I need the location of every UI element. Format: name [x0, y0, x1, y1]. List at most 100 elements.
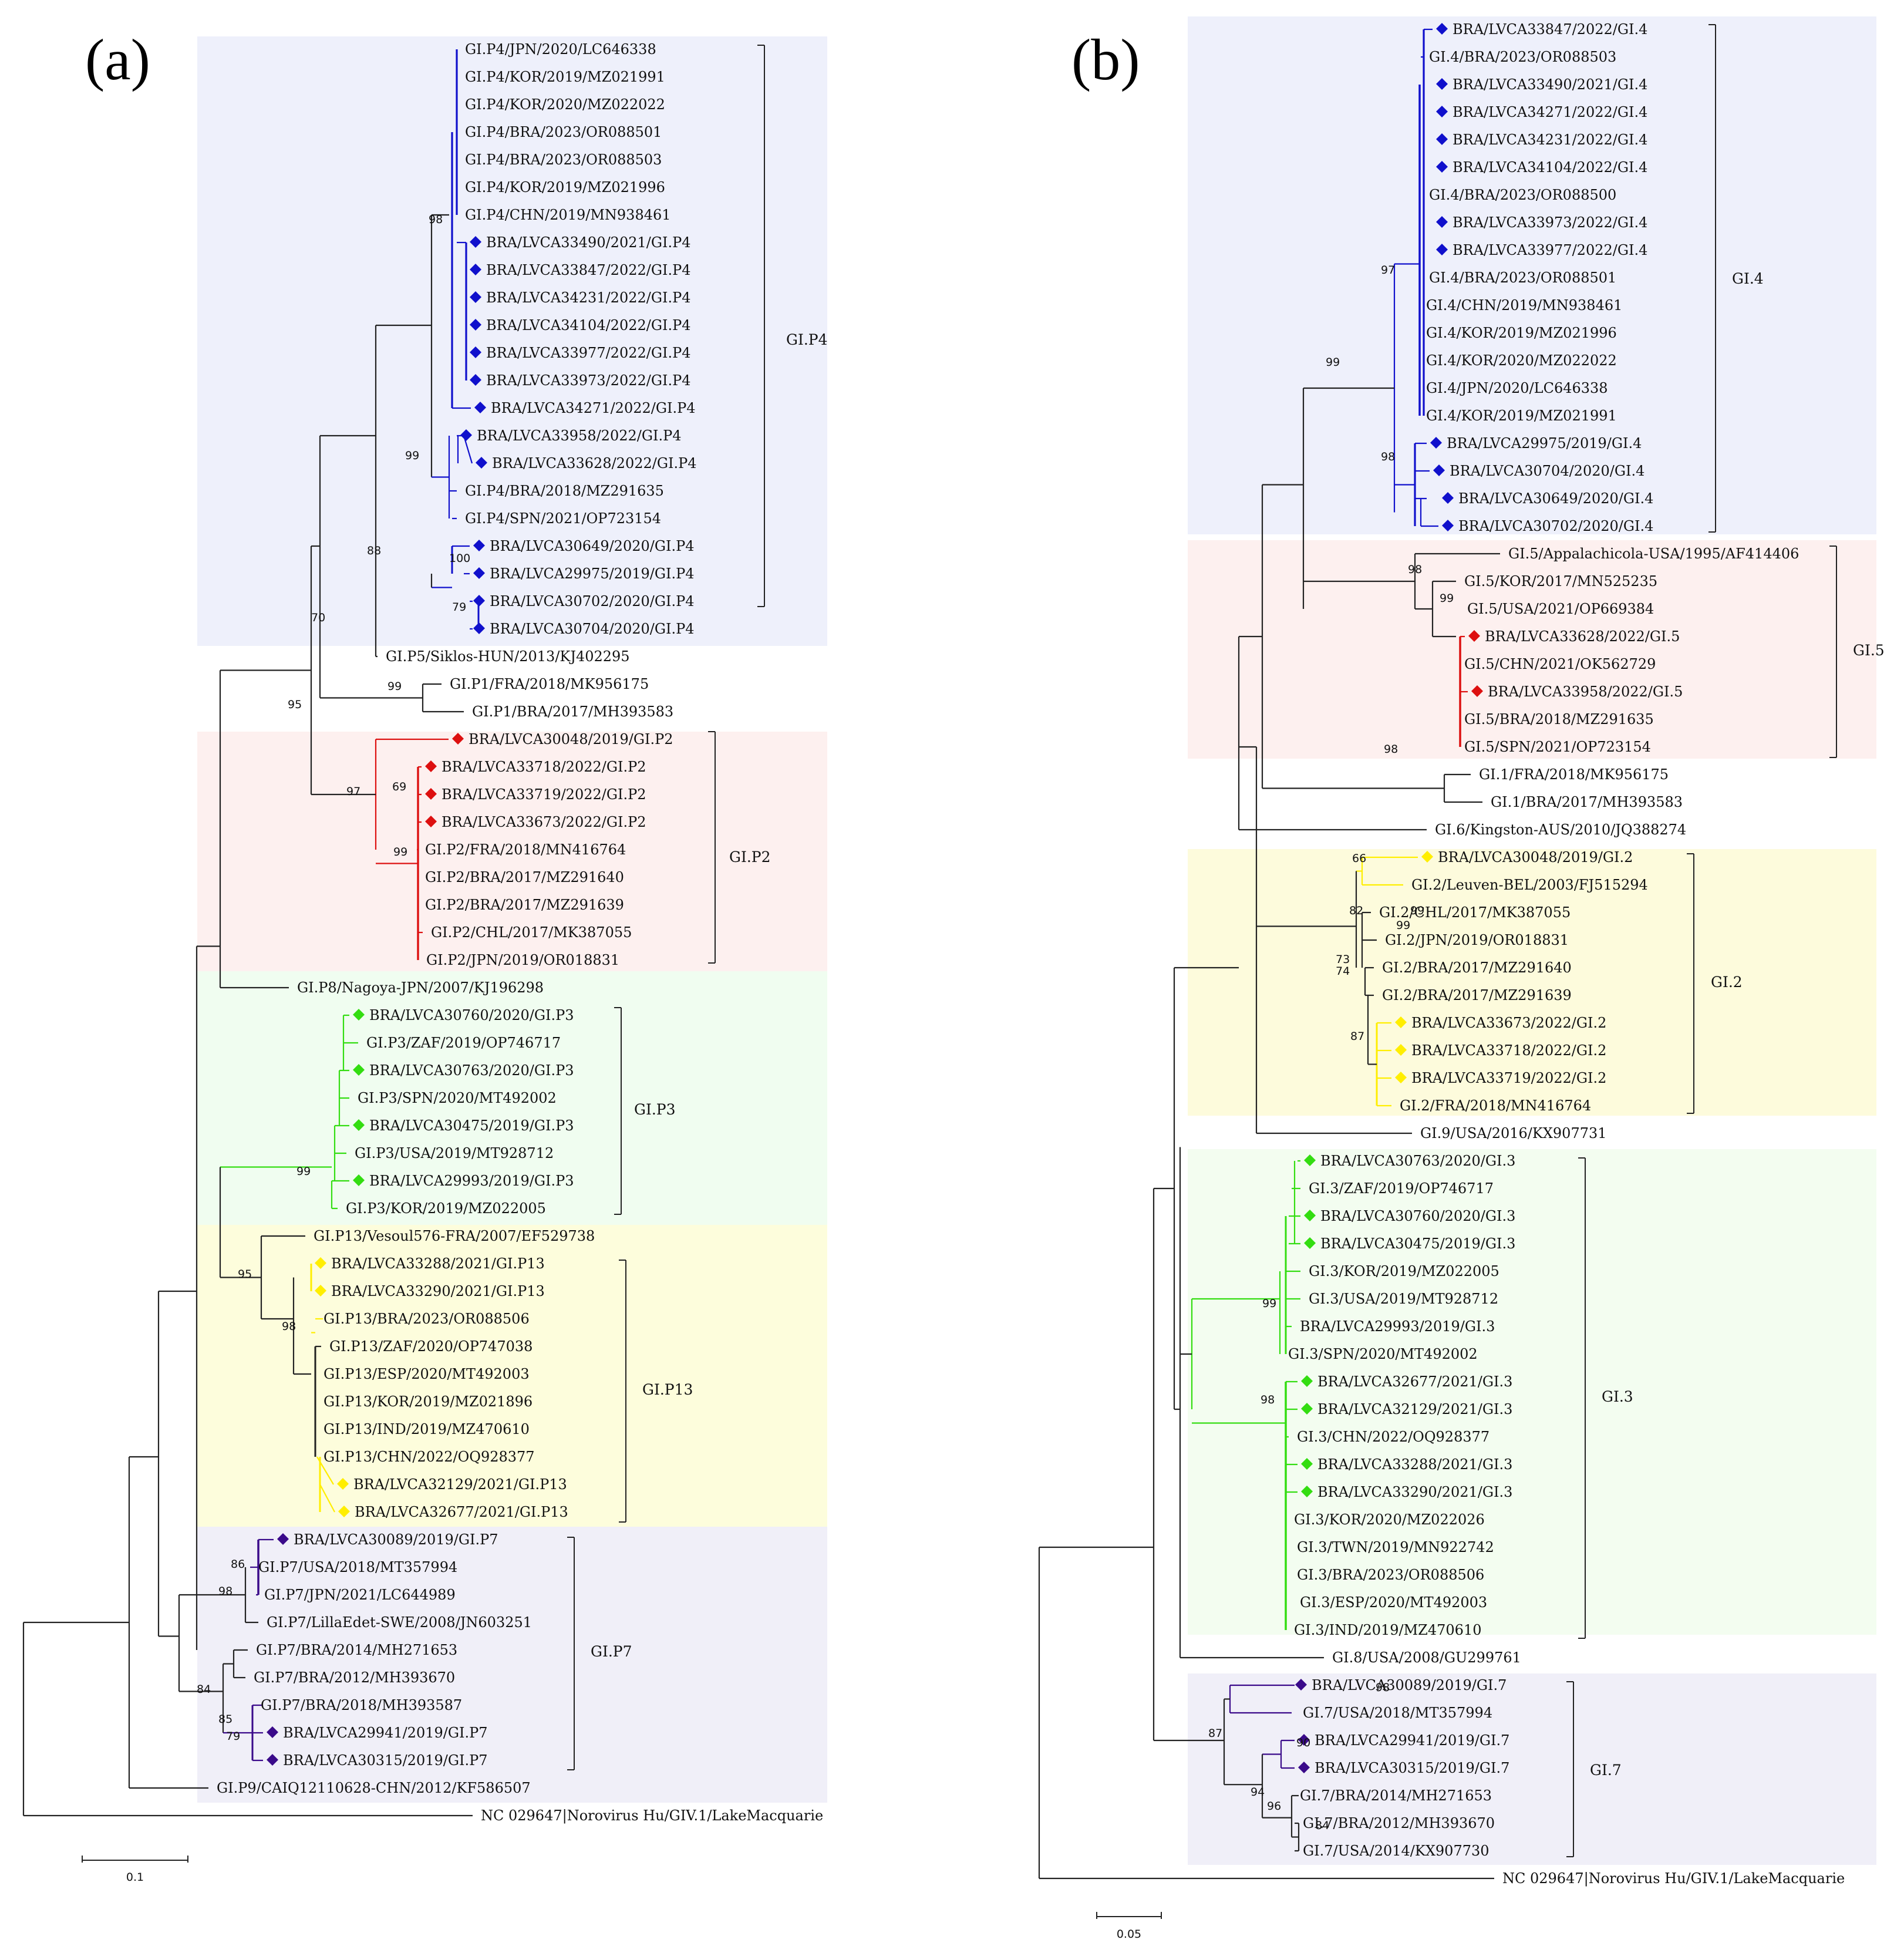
leaf-label: BRA/LVCA34271/2022/GI.4: [1453, 104, 1647, 120]
clade-background-b-1: [1188, 540, 1876, 759]
sequence-marker: [460, 429, 472, 441]
sequence-marker: [277, 1533, 289, 1545]
leaf-label: BRA/LVCA30089/2019/GI.P7: [294, 1531, 498, 1548]
leaf-label: GI.5/BRA/2018/MZ291635: [1464, 711, 1654, 728]
bootstrap-value: 82: [1349, 904, 1363, 917]
leaf-label: GI.8/USA/2008/GU299761: [1332, 1649, 1521, 1666]
leaf-label: GI.P1/FRA/2018/MK956175: [450, 676, 649, 692]
sequence-marker: [1304, 1154, 1316, 1166]
leaf-label: BRA/LVCA33719/2022/GI.2: [1411, 1070, 1606, 1086]
leaf-label: GI.P7/USA/2018/MT357994: [258, 1559, 457, 1575]
leaf-label: GI.P13/Vesoul576-FRA/2007/EF529738: [314, 1228, 595, 1244]
leaf-label: BRA/LVCA29993/2019/GI.P3: [369, 1173, 574, 1189]
leaf-label: GI.P5/Siklos-HUN/2013/KJ402295: [386, 648, 630, 665]
clade-background-a-3: [197, 1225, 827, 1527]
sequence-marker: [1421, 851, 1433, 863]
leaf-label: BRA/LVCA30315/2019/GI.P7: [283, 1752, 488, 1769]
sequence-marker: [1436, 106, 1448, 117]
leaf-label: GI.P7/BRA/2014/MH271653: [256, 1642, 457, 1658]
sequence-marker: [1301, 1486, 1313, 1497]
sequence-marker: [425, 788, 437, 800]
clade-name: GI.P7: [591, 1643, 632, 1660]
leaf-label: GI.P13/BRA/2023/OR088506: [323, 1311, 530, 1327]
bootstrap-value: 98: [1384, 743, 1398, 756]
bootstrap-value: 69: [392, 780, 406, 793]
bootstrap-value: 99: [1440, 592, 1454, 605]
leaf-label: BRA/LVCA30760/2020/GI.3: [1320, 1208, 1515, 1224]
sequence-marker: [353, 1174, 365, 1186]
leaf-label: BRA/LVCA29993/2019/GI.3: [1300, 1318, 1495, 1335]
sequence-marker: [470, 291, 481, 303]
sequence-marker: [425, 760, 437, 772]
leaf-label: GI.6/Kingston-AUS/2010/JQ388274: [1435, 821, 1686, 838]
sequence-marker: [470, 374, 481, 386]
leaf-label: BRA/LVCA30315/2019/GI.7: [1315, 1760, 1509, 1776]
leaf-label: NC 029647|Norovirus Hu/GIV.1/LakeMacquar…: [481, 1807, 823, 1824]
sequence-marker: [1430, 437, 1442, 449]
leaf-label: GI.P4/JPN/2020/LC646338: [465, 41, 656, 58]
leaf-label: BRA/LVCA30760/2020/GI.P3: [369, 1007, 574, 1023]
panel-label: (b): [1071, 27, 1140, 92]
bootstrap-value: 73: [1336, 953, 1350, 966]
leaf-label: GI.2/BRA/2017/MZ291640: [1382, 959, 1572, 976]
leaf-label: GI.5/USA/2021/OP669384: [1467, 601, 1654, 617]
leaf-label: GI.3/ZAF/2019/OP746717: [1309, 1180, 1494, 1197]
leaf-label: GI.5/Appalachicola-USA/1995/AF414406: [1508, 546, 1799, 562]
bootstrap-value: 70: [311, 611, 325, 624]
leaf-label: GI.4/BRA/2023/OR088501: [1429, 270, 1616, 286]
sequence-marker: [1436, 78, 1448, 90]
leaf-label: GI.1/FRA/2018/MK956175: [1479, 766, 1669, 783]
leaf-label: GI.P2/BRA/2017/MZ291640: [425, 869, 624, 885]
bootstrap-value: 95: [238, 1268, 252, 1281]
bootstrap-value: 97: [346, 785, 360, 798]
sequence-marker: [1298, 1734, 1310, 1746]
bootstrap-value: 99: [393, 846, 407, 858]
leaf-label: GI.4/KOR/2020/MZ022022: [1426, 352, 1617, 369]
sequence-marker: [473, 540, 485, 551]
sequence-marker: [315, 1257, 326, 1269]
sequence-marker: [337, 1478, 349, 1490]
leaf-label: GI.3/TWN/2019/MN922742: [1297, 1539, 1494, 1555]
leaf-label: BRA/LVCA33288/2021/GI.P13: [331, 1255, 545, 1272]
leaf-label: GI.P1/BRA/2017/MH393583: [472, 703, 673, 720]
sequence-marker: [1301, 1403, 1313, 1415]
leaf-label: GI.7/BRA/2014/MH271653: [1300, 1787, 1492, 1804]
leaf-label: BRA/LVCA30475/2019/GI.3: [1320, 1235, 1515, 1252]
bootstrap-value: 79: [226, 1730, 240, 1743]
leaf-label: GI.4/BRA/2023/OR088500: [1429, 187, 1616, 203]
sequence-marker: [353, 1009, 365, 1021]
sequence-marker: [1442, 520, 1454, 531]
leaf-label: GI.3/CHN/2022/OQ928377: [1297, 1429, 1489, 1445]
leaf-label: GI.2/JPN/2019/OR018831: [1385, 932, 1569, 948]
leaf-label: BRA/LVCA34104/2022/GI.4: [1453, 159, 1647, 176]
bootstrap-value: 98: [1376, 1681, 1390, 1694]
bootstrap-value: 98: [282, 1320, 296, 1333]
leaf-label: GI.P3/USA/2019/MT928712: [355, 1145, 554, 1161]
leaf-label: GI.P7/LillaEdet-SWE/2008/JN603251: [267, 1614, 532, 1631]
leaf-label: GI.4/BRA/2023/OR088503: [1429, 49, 1616, 65]
leaf-label: BRA/LVCA30089/2019/GI.7: [1312, 1677, 1507, 1693]
clade-name: GI.4: [1732, 270, 1764, 287]
leaf-label: BRA/LVCA30704/2020/GI.4: [1450, 463, 1644, 479]
sequence-marker: [315, 1285, 326, 1297]
leaf-label: GI.3/USA/2019/MT928712: [1309, 1291, 1498, 1307]
sequence-marker: [470, 264, 481, 275]
clade-background-a-2: [197, 971, 827, 1225]
leaf-label: GI.P13/ZAF/2020/OP747038: [329, 1338, 533, 1355]
leaf-label: BRA/LVCA32677/2021/GI.3: [1317, 1373, 1512, 1390]
sequence-marker: [1304, 1237, 1316, 1249]
bootstrap-value: 86: [231, 1558, 245, 1571]
leaf-label: GI.P3/ZAF/2019/OP746717: [366, 1035, 561, 1051]
leaf-label: GI.9/USA/2016/KX907731: [1420, 1125, 1607, 1142]
leaf-label: GI.P4/KOR/2020/MZ022022: [465, 96, 665, 113]
leaf-label: GI.P7/JPN/2021/LC644989: [264, 1587, 456, 1603]
clade-name: GI.P2: [729, 848, 771, 866]
leaf-label: GI.P8/Nagoya-JPN/2007/KJ196298: [297, 979, 544, 996]
scale-bar-label: 0.05: [1117, 1928, 1141, 1941]
bootstrap-value: 98: [1408, 563, 1422, 576]
leaf-label: BRA/LVCA29975/2019/GI.4: [1447, 435, 1642, 452]
leaf-label: GI.P4/BRA/2018/MZ291635: [465, 483, 664, 499]
bootstrap-value: 99: [296, 1165, 311, 1178]
clade-name: GI.P13: [642, 1381, 693, 1398]
leaf-label: BRA/LVCA33628/2022/GI.P4: [492, 455, 697, 472]
